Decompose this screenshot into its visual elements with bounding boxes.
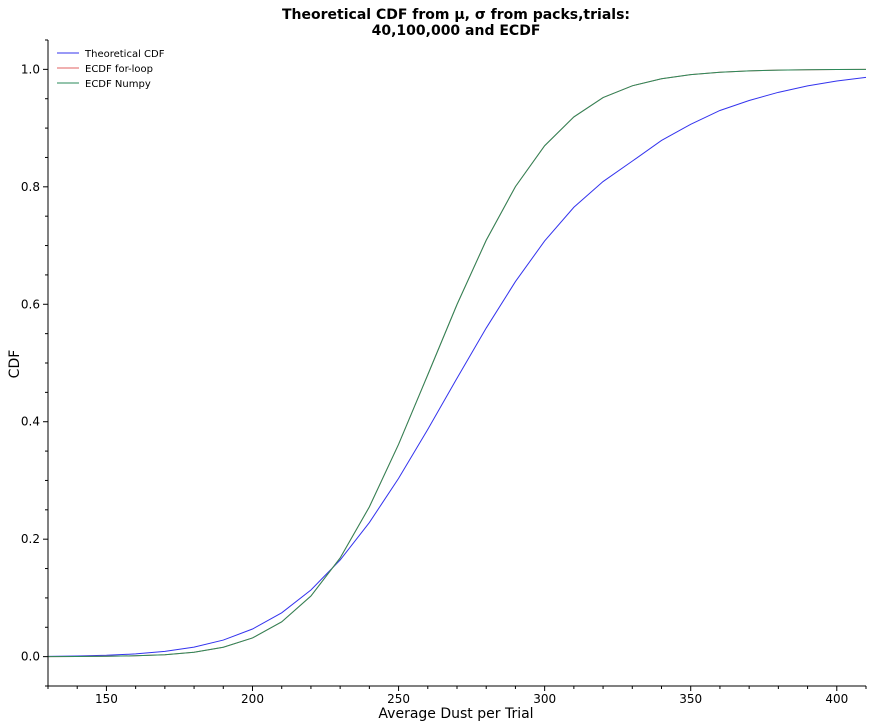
- y-axis-label: CDF: [7, 350, 23, 379]
- legend: Theoretical CDF ECDF for-loop ECDF Numpy: [57, 49, 165, 90]
- x-axis-label: Average Dust per Trial: [378, 706, 533, 722]
- x-tick-label: 350: [679, 692, 702, 706]
- x-ticks: 150 200 250 300 350 400: [47, 686, 867, 706]
- x-tick-label: 200: [241, 692, 264, 706]
- series-line-theoretical-cdf: [47, 76, 867, 657]
- series-line-ecdf-numpy: [47, 68, 867, 658]
- chart-subtitle: 40,100,000 and ECDF: [372, 23, 541, 39]
- legend-label: ECDF Numpy: [85, 79, 151, 90]
- y-tick-label: 0.0: [21, 650, 40, 664]
- y-tick-label: 1.0: [21, 62, 40, 76]
- x-tick-label: 300: [533, 692, 556, 706]
- x-tick-label: 400: [825, 692, 848, 706]
- y-tick-label: 0.2: [21, 532, 40, 546]
- series-line-ecdf-for-loop: [47, 68, 867, 658]
- x-tick-label: 250: [387, 692, 410, 706]
- x-tick-label: 150: [95, 692, 118, 706]
- y-tick-label: 0.6: [21, 297, 40, 311]
- chart-title: Theoretical CDF from μ, σ from packs,tri…: [282, 7, 630, 23]
- series-layer: [47, 68, 867, 658]
- y-tick-label: 0.8: [21, 180, 40, 194]
- y-ticks: 0.0 0.2 0.4 0.6 0.8 1.0: [21, 39, 48, 687]
- y-tick-label: 0.4: [21, 415, 40, 429]
- legend-label: ECDF for-loop: [85, 64, 153, 75]
- legend-label: Theoretical CDF: [84, 49, 165, 60]
